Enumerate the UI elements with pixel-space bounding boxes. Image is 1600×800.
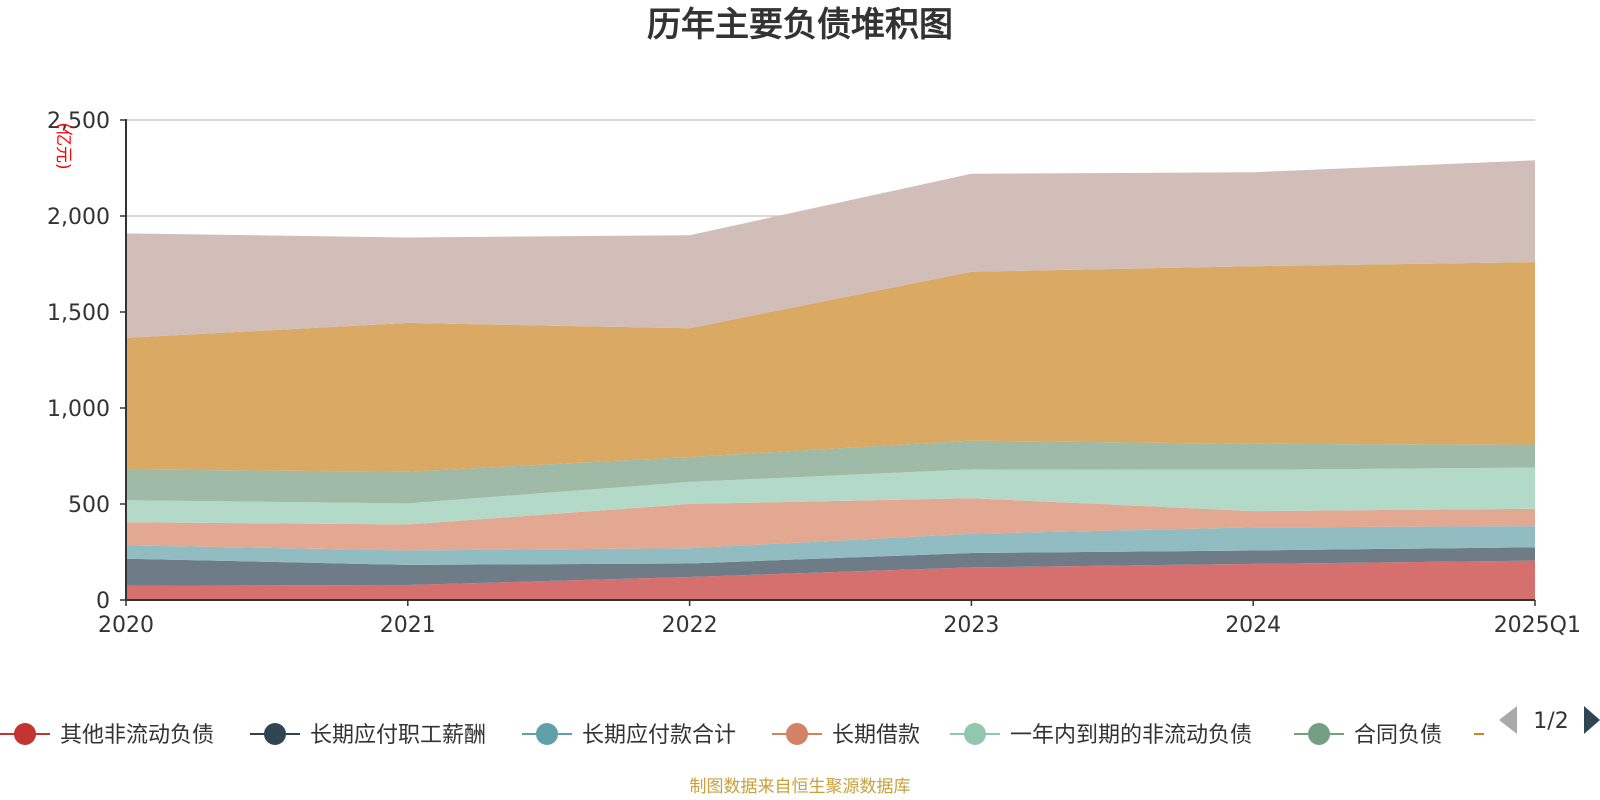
series-area-1 xyxy=(126,560,1535,600)
legend-marker xyxy=(536,723,558,745)
series-area-6 xyxy=(126,440,1535,504)
y-tick-label: 2,000 xyxy=(47,205,110,230)
legend-item[interactable]: 其他非流动负债 xyxy=(0,723,214,748)
y-tick-label: 1,500 xyxy=(47,301,110,326)
legend-label: 长期借款 xyxy=(832,723,920,748)
series-area-8 xyxy=(126,160,1535,338)
legend-item[interactable]: 合同负债 xyxy=(1294,723,1442,748)
series-area-4 xyxy=(126,498,1535,551)
legend-label: 长期应付款合计 xyxy=(582,723,736,748)
legend-label: 其他非流动负债 xyxy=(60,723,214,748)
x-tick-label: 2021 xyxy=(380,613,436,638)
y-tick-label: 500 xyxy=(68,493,110,518)
pager-text: 1/2 xyxy=(1533,709,1568,734)
legend-label: 合同负债 xyxy=(1354,723,1442,748)
legend-marker xyxy=(1308,723,1330,745)
axes: 0 500 1,000 1,500 2,000 2,500 2020 2021 2022 2023… xyxy=(47,109,1581,638)
pager-prev-icon[interactable] xyxy=(1499,706,1517,734)
legend-marker xyxy=(264,723,286,745)
legend-item[interactable]: 一年内到期的非流动负债 xyxy=(950,723,1252,748)
y-tick-label: 0 xyxy=(96,589,110,614)
x-tick-label: 2023 xyxy=(943,613,999,638)
legend-label: 一年内到期的非流动负债 xyxy=(1010,723,1252,748)
series-area-5 xyxy=(126,467,1535,525)
x-tick-label: 2025Q1 xyxy=(1494,613,1581,638)
chart-title: 历年主要负债堆积图 xyxy=(647,5,953,45)
y-tick-label: 1,000 xyxy=(47,397,110,422)
x-tick-label: 2020 xyxy=(98,613,154,638)
legend: 其他非流动负债 长期应付职工薪酬 长期应付款合计 长期借款 一年内到期的非流动负债 合同负… xyxy=(0,723,1484,748)
legend-label: 长期应付职工薪酬 xyxy=(310,723,486,748)
legend-marker xyxy=(964,723,986,745)
legend-marker xyxy=(786,723,808,745)
y-axis-unit: (亿元) xyxy=(53,122,73,169)
series-area-2 xyxy=(126,547,1535,586)
legend-item[interactable]: 长期应付职工薪酬 xyxy=(250,723,486,748)
source-note: 制图数据来自恒生聚源数据库 xyxy=(690,777,911,797)
legend-item[interactable]: 长期借款 xyxy=(772,723,920,748)
y-tick-label: 2,500 xyxy=(47,109,110,134)
x-tick-label: 2024 xyxy=(1225,613,1281,638)
legend-item[interactable]: 长期应付款合计 xyxy=(522,723,736,748)
pager-next-icon[interactable] xyxy=(1584,706,1600,734)
legend-pager: 1/2 xyxy=(1499,706,1600,734)
series-areas xyxy=(126,160,1535,600)
series-area-3 xyxy=(126,526,1535,565)
legend-marker xyxy=(14,723,36,745)
series-area-7 xyxy=(126,262,1535,472)
x-tick-label: 2022 xyxy=(662,613,718,638)
